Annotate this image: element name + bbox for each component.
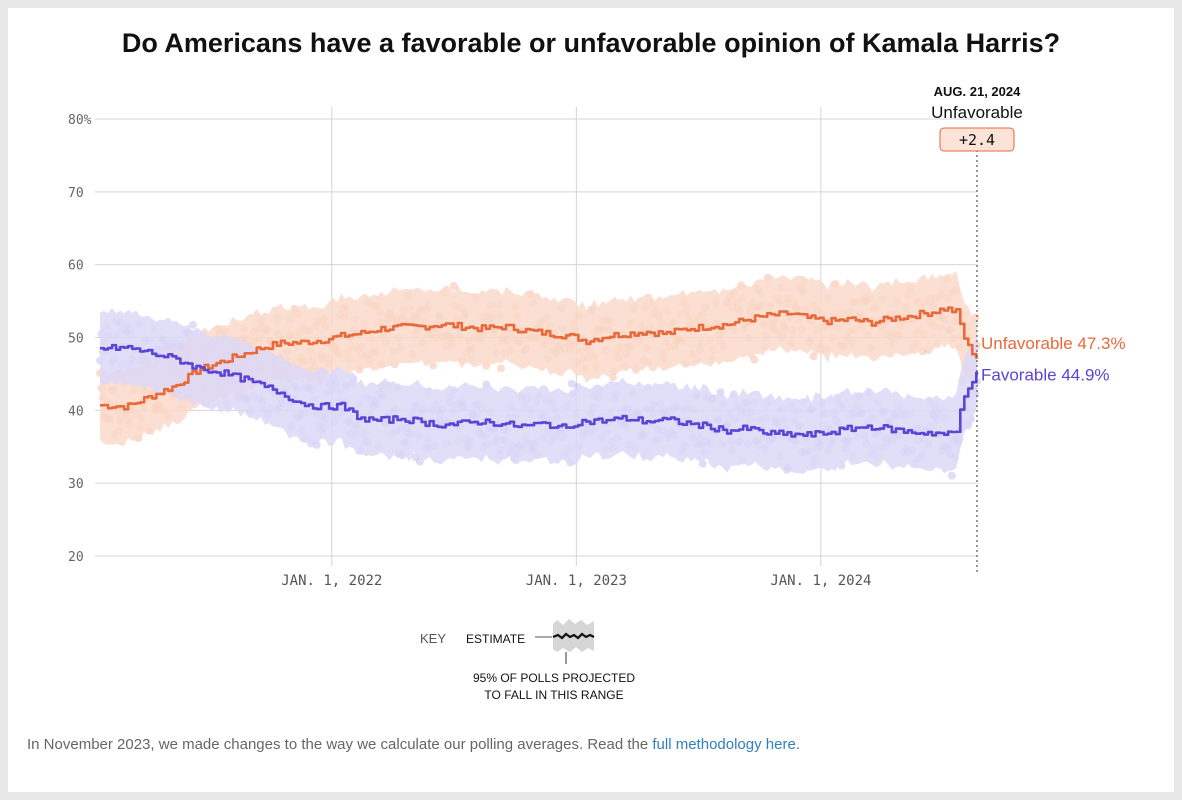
favorable-poll-dot [837, 461, 846, 470]
unfavorable-estimate-line [100, 306, 979, 411]
y-tick-label: 30 [68, 477, 84, 492]
key-estimate-label: ESTIMATE [466, 632, 525, 646]
annotation-leader: Unfavorable [931, 103, 1023, 122]
methodology-footnote: In November 2023, we made changes to the… [27, 736, 800, 753]
y-tick-label: 80% [68, 113, 92, 128]
footnote-end: . [795, 736, 800, 753]
favorable-poll-dot [698, 459, 707, 468]
y-tick-label: 40 [68, 404, 84, 419]
favorable-confidence-band [100, 307, 977, 475]
y-tick-label: 60 [68, 259, 84, 274]
key-estimate-line [552, 632, 595, 640]
unfavorable-poll-dot [449, 282, 458, 290]
favorable-poll-dot [947, 471, 956, 480]
chart-key: KEY ESTIMATE 95% OF POLLS PROJECTED TO F… [420, 619, 635, 702]
methodology-link[interactable]: full methodology here [652, 736, 796, 753]
y-tick-label: 50 [68, 332, 84, 347]
annotation-date: AUG. 21, 2024 [934, 84, 1021, 99]
margin-badge [939, 127, 1015, 152]
unfavorable-poll-dot [429, 361, 438, 370]
key-range-line2: TO FALL IN THIS RANGE [484, 688, 623, 702]
unfavorable-end-label: Unfavorable 47.3% [981, 334, 1126, 353]
favorable-poll-dot [567, 379, 576, 388]
x-tick-label: JAN. 1, 2023 [526, 573, 627, 589]
key-range-line1: 95% OF POLLS PROJECTED [473, 671, 635, 685]
chart-title: Do Americans have a favorable or unfavor… [121, 28, 1061, 58]
axis-labels: 20 30 40 50 60 70 80% JAN. 1, 2022 JAN. 1, 2023 J… [68, 113, 1126, 589]
favorable-estimate-line [100, 343, 979, 438]
favorable-end-label: Favorable 44.9% [981, 366, 1110, 385]
key-label: KEY [420, 631, 446, 646]
margin-value: +2.4 [959, 131, 995, 149]
x-tick-label: JAN. 1, 2022 [281, 573, 382, 589]
confidence-bands [100, 270, 977, 475]
unfavorable-poll-dot [496, 364, 505, 373]
y-tick-label: 70 [68, 186, 84, 201]
favorable-poll-dot [188, 320, 197, 329]
x-tick-label: JAN. 1, 2024 [770, 573, 871, 589]
estimate-lines [100, 306, 979, 438]
footnote-text: In November 2023, we made changes to the… [27, 736, 653, 753]
y-tick-label: 20 [68, 550, 84, 565]
